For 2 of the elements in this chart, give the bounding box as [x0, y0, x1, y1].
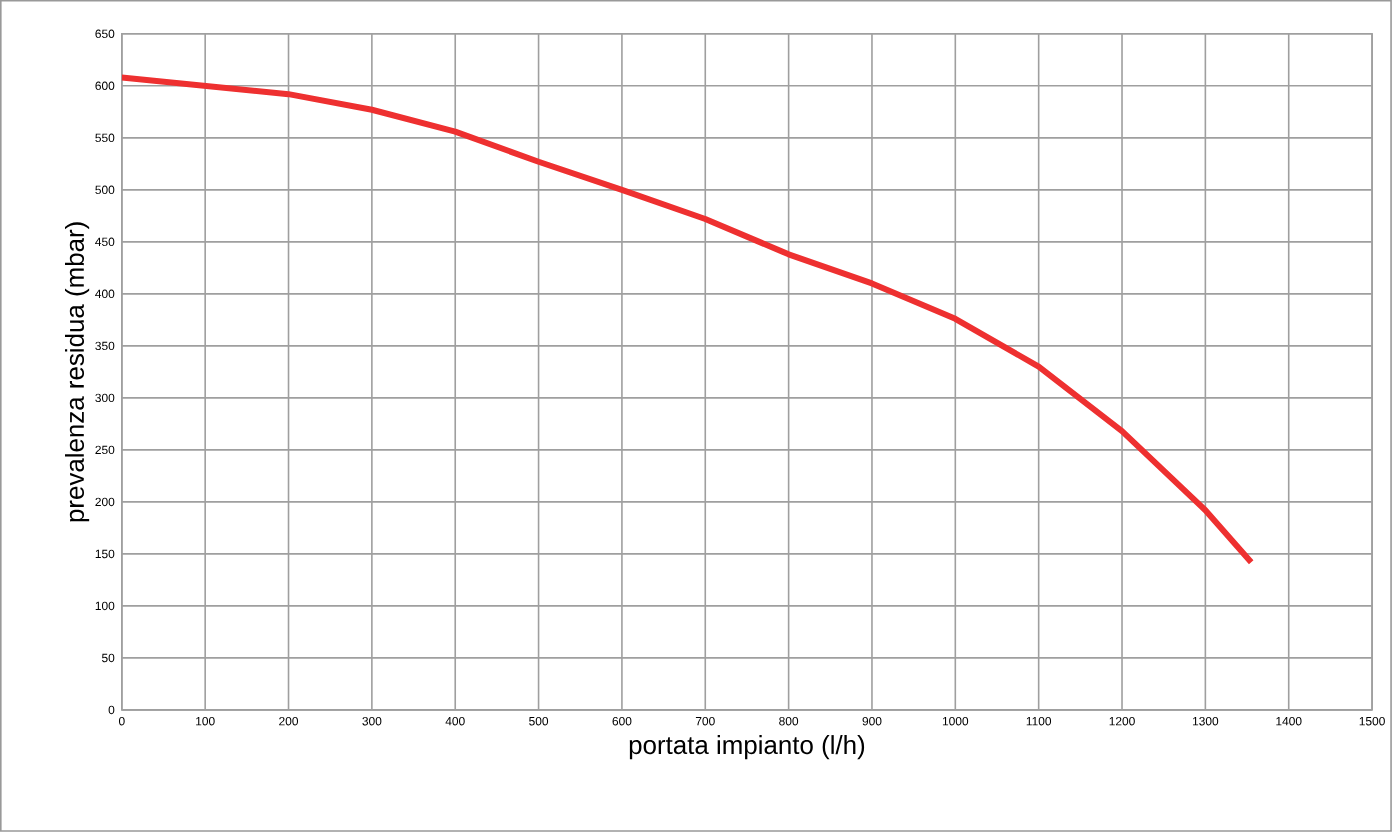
y-axis-title: prevalenza residua (mbar)	[64, 222, 90, 522]
x-axis-title: portata impianto (l/h)	[629, 735, 865, 760]
